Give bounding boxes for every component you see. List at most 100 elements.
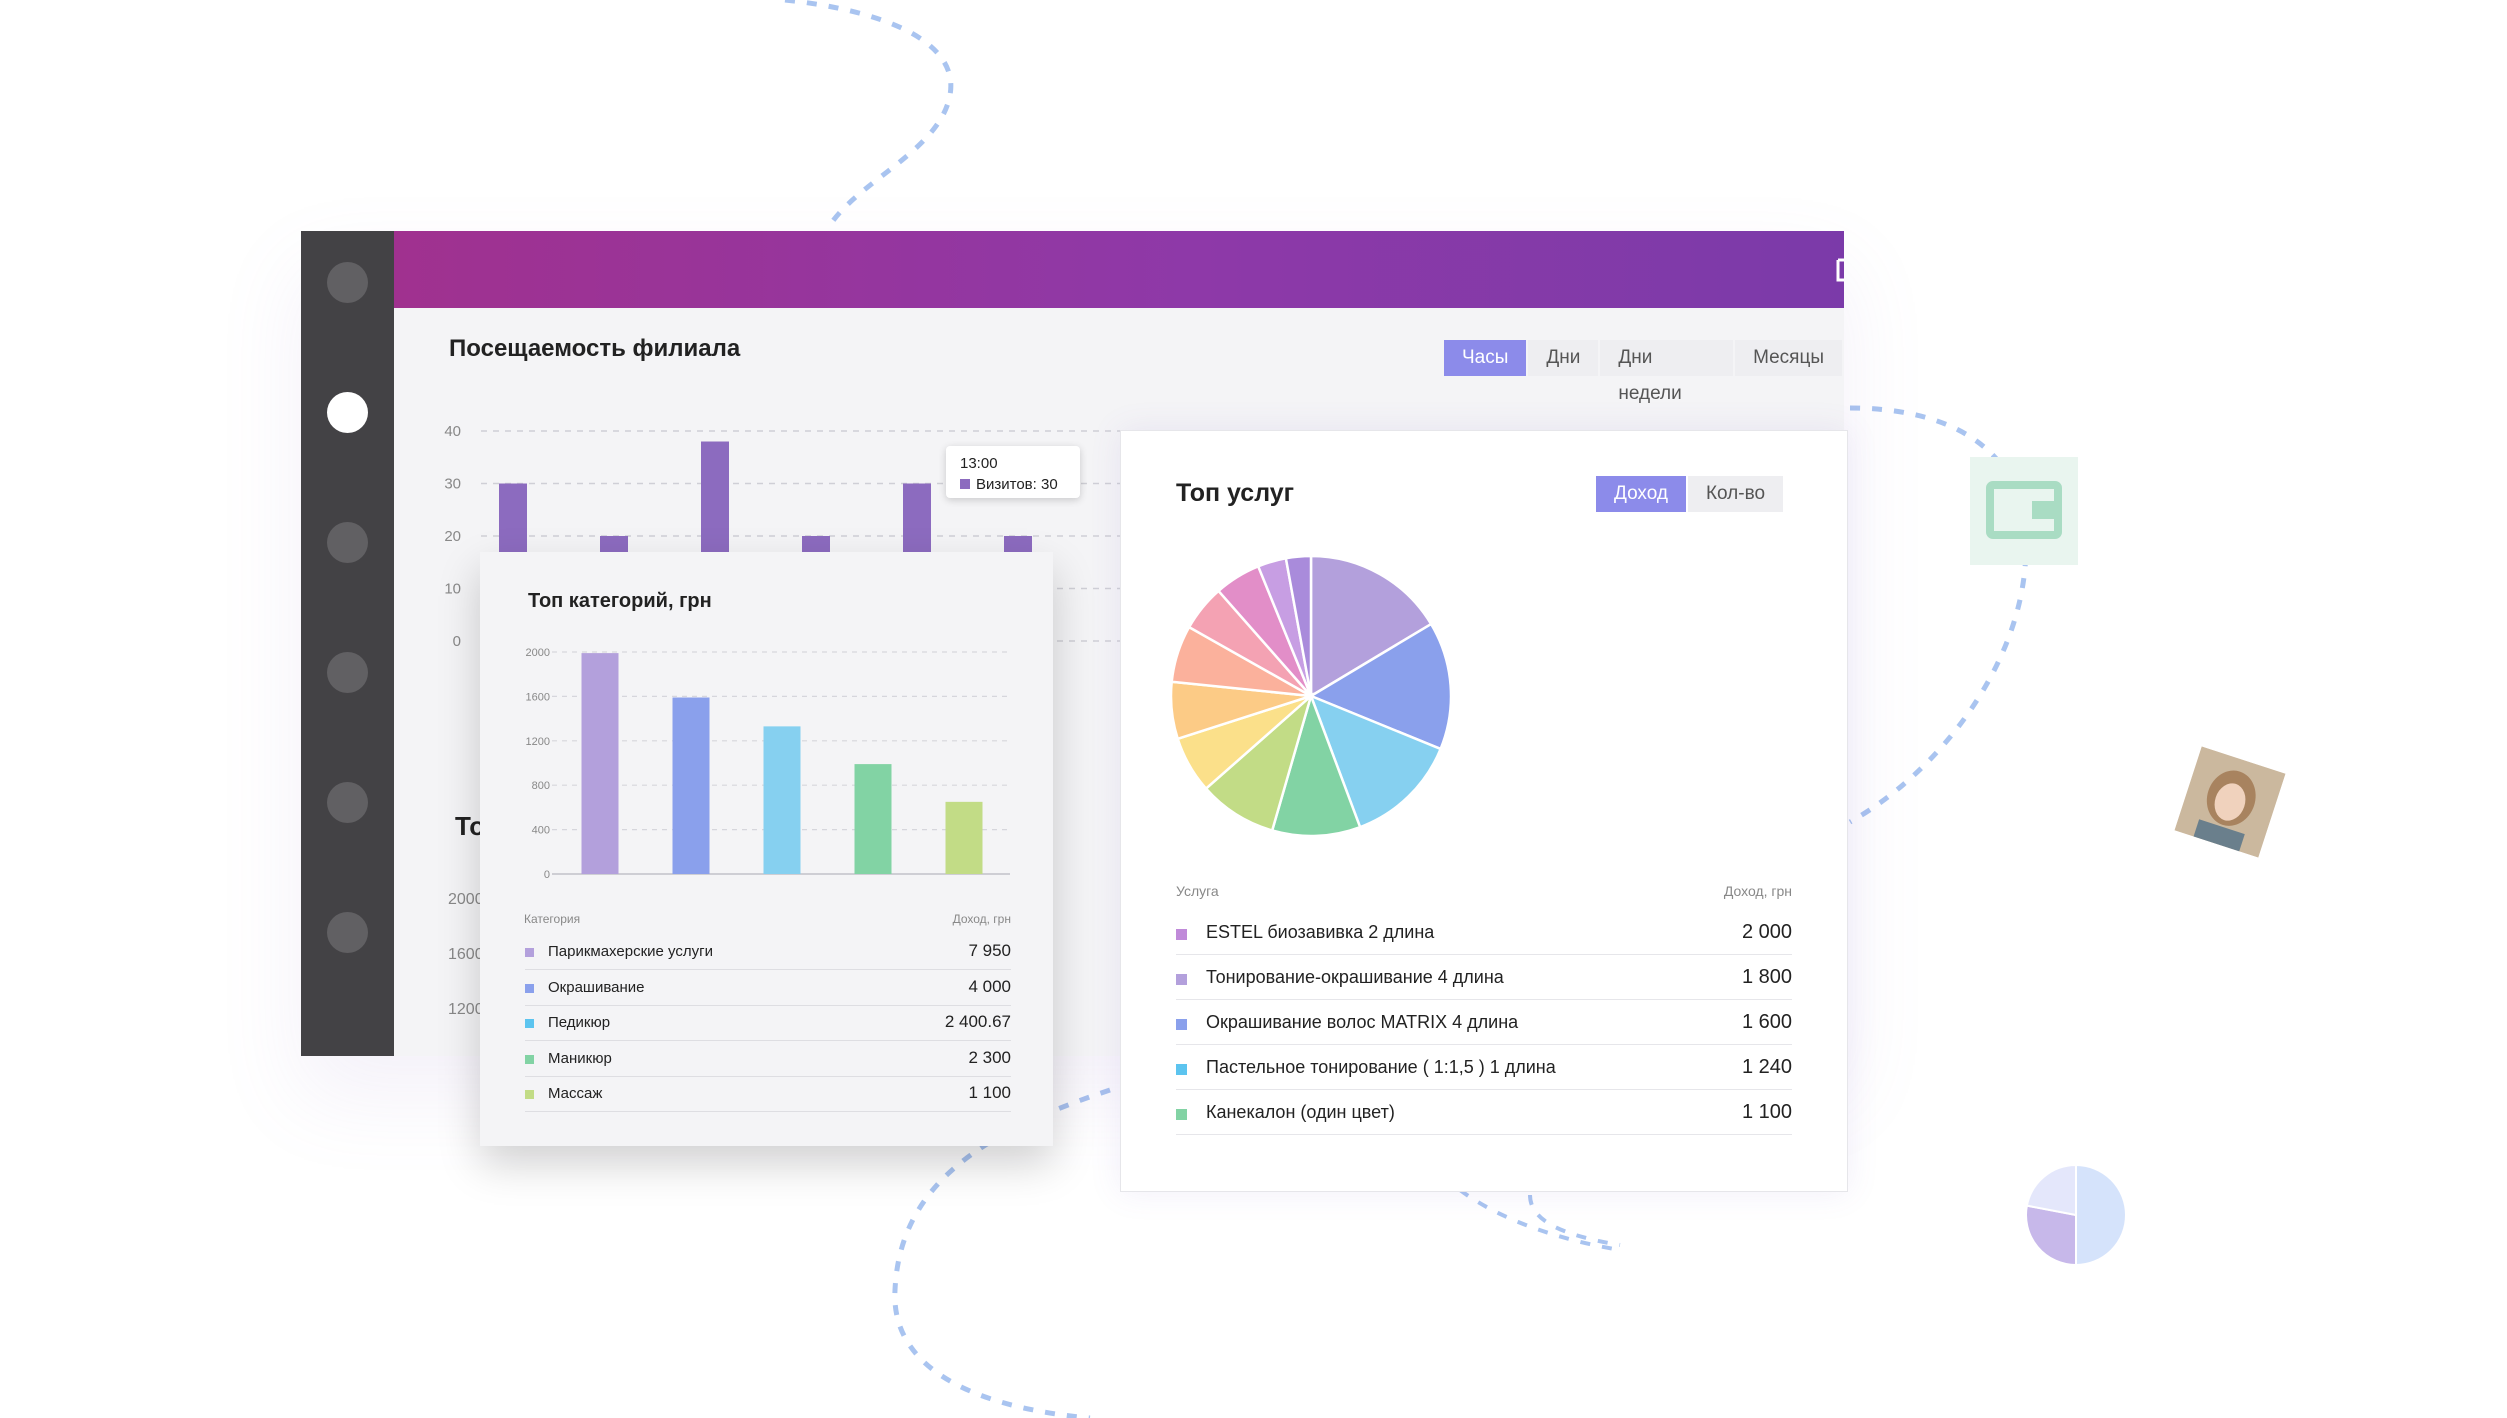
sidebar-item-4[interactable]: [327, 652, 368, 693]
visits-title: Посещаемость филиала: [449, 335, 741, 362]
category-name: Окрашивание: [548, 978, 645, 996]
service-name: Окрашивание волос MATRIX 4 длина: [1206, 1012, 1519, 1032]
tab-weekdays[interactable]: Дни недели: [1600, 340, 1734, 404]
y-tick-label: 400: [532, 825, 550, 837]
categories-bar-chart: 2000 1600 1200 800 400 0: [526, 647, 1010, 881]
y-tick-label: 10: [444, 581, 461, 598]
sidebar-item-3[interactable]: [327, 522, 368, 563]
avatar: [2174, 746, 2286, 858]
category-value: 2 400.67: [944, 1012, 1011, 1031]
category-name: Массаж: [548, 1085, 603, 1102]
tab-hours[interactable]: Часы: [1444, 340, 1527, 376]
tab-count[interactable]: Кол-во: [1687, 476, 1784, 512]
category-row[interactable]: Парикмахерские услуги 7 950: [525, 934, 1011, 970]
category-value: 7 950: [968, 941, 1011, 960]
y-tick-label: 0: [544, 869, 550, 881]
legend-swatch: [525, 983, 534, 993]
category-name: Маникюр: [548, 1049, 612, 1067]
pie-slice[interactable]: [1204, 692, 1314, 833]
legend-swatch: [1176, 1109, 1187, 1120]
pie-slice[interactable]: [1309, 554, 1433, 699]
y-tick-label: 2000: [526, 647, 550, 659]
sidebar: [301, 231, 394, 1056]
category-bar[interactable]: [581, 653, 619, 874]
tab-days[interactable]: Дни: [1528, 340, 1599, 376]
mini-pie-slice: [2075, 1163, 2127, 1267]
mini-pie-icon: [2025, 1163, 2127, 1267]
services-title: Топ услуг: [1176, 479, 1295, 507]
y-tick-label: 1600: [526, 691, 550, 703]
hidden-card-tick: 1200: [448, 1001, 484, 1018]
pie-slice[interactable]: [1308, 693, 1443, 829]
y-tick-label: 40: [444, 423, 461, 440]
pie-slice[interactable]: [1270, 692, 1362, 838]
category-row[interactable]: Окрашивание 4 000: [525, 970, 1011, 1006]
person-photo-icon: [2174, 746, 2286, 858]
header-bar: [394, 231, 1844, 308]
tooltip-value-label: Визитов: 30: [976, 476, 1058, 493]
y-tick-label: 800: [532, 780, 550, 792]
tooltip-time: 13:00: [960, 455, 998, 472]
legend-swatch: [1176, 929, 1187, 940]
category-bar[interactable]: [672, 697, 710, 874]
sidebar-item-5[interactable]: [327, 782, 368, 823]
category-name: Педикюр: [548, 1014, 611, 1031]
service-row[interactable]: Окрашивание волос MATRIX 4 длина 1 600: [1176, 1001, 1792, 1045]
legend-swatch: [1176, 1019, 1187, 1030]
sidebar-item-6[interactable]: [327, 912, 368, 953]
category-row[interactable]: Маникюр 2 300: [525, 1041, 1011, 1077]
y-tick-label: 0: [453, 633, 461, 650]
services-metric-tabs: Доход Кол-во: [1596, 476, 1785, 512]
tab-months[interactable]: Месяцы: [1735, 340, 1842, 376]
tooltip-value: Визитов: 30: [960, 476, 1058, 493]
category-value: 2 300: [968, 1047, 1011, 1067]
categories-col-value: Доход, грн: [952, 912, 1011, 926]
service-row[interactable]: Пастельное тонирование ( 1:1,5 ) 1 длина…: [1176, 1046, 1792, 1090]
service-value: 1 800: [1741, 966, 1792, 988]
top-categories-card: Топ категорий, грн 2000 1600 1200 800 400 0 К…: [480, 552, 1053, 1146]
category-row[interactable]: Педикюр 2 400.67: [525, 1005, 1011, 1041]
category-bar[interactable]: [854, 764, 892, 874]
service-value: 1 240: [1741, 1056, 1792, 1078]
mini-pie-slice: [2025, 1163, 2077, 1217]
pie-slice[interactable]: [1308, 622, 1453, 751]
service-row[interactable]: ESTEL биозавивка 2 длина 2 000: [1176, 911, 1792, 955]
categories-title: Топ категорий, грн: [528, 590, 712, 612]
y-tick-label: 30: [444, 476, 461, 493]
legend-swatch: [525, 1054, 534, 1064]
mini-pie-slice: [2025, 1204, 2077, 1267]
legend-swatch: [525, 1019, 534, 1028]
sidebar-item-2-active[interactable]: [327, 392, 368, 433]
category-row[interactable]: Массаж 1 100: [525, 1076, 1011, 1112]
category-bar[interactable]: [763, 726, 801, 874]
legend-swatch: [525, 948, 534, 957]
category-value: 4 000: [968, 976, 1011, 996]
top-services-card: Топ услуг Доход Кол-во Услуга Доход, грн…: [1120, 430, 1848, 1192]
wallet-badge: [1970, 457, 2078, 565]
y-tick-label: 1200: [526, 736, 550, 748]
legend-swatch: [1176, 1064, 1187, 1075]
services-col-name: Услуга: [1176, 883, 1219, 899]
pie-slice[interactable]: [1284, 554, 1313, 697]
category-bar[interactable]: [945, 801, 983, 874]
chart-tooltip: 13:00 Визитов: 30: [946, 446, 1080, 498]
services-col-value: Доход, грн: [1723, 883, 1792, 899]
wallet-icon: [1986, 481, 2062, 539]
category-value: 1 100: [968, 1083, 1011, 1102]
service-row[interactable]: Канекалон (один цвет) 1 100: [1176, 1091, 1792, 1135]
open-external-icon[interactable]: [1831, 251, 1844, 287]
categories-col-name: Категория: [524, 912, 581, 926]
sidebar-item-1[interactable]: [327, 262, 368, 303]
hidden-card-tick: 2000: [448, 891, 484, 908]
service-name: Тонирование-окрашивание 4 длина: [1206, 967, 1504, 987]
service-value: 2 000: [1741, 921, 1792, 943]
tooltip-legend-swatch: [960, 479, 970, 489]
service-name: ESTEL биозавивка 2 длина: [1206, 922, 1435, 942]
service-name: Канекалон (один цвет): [1206, 1102, 1395, 1122]
legend-swatch: [525, 1090, 534, 1099]
tab-revenue[interactable]: Доход: [1596, 476, 1686, 512]
service-row[interactable]: Тонирование-окрашивание 4 длина 1 800: [1176, 956, 1792, 1000]
category-name: Парикмахерские услуги: [548, 943, 713, 960]
services-pie-chart: [1169, 554, 1453, 838]
service-value: 1 600: [1741, 1011, 1792, 1033]
